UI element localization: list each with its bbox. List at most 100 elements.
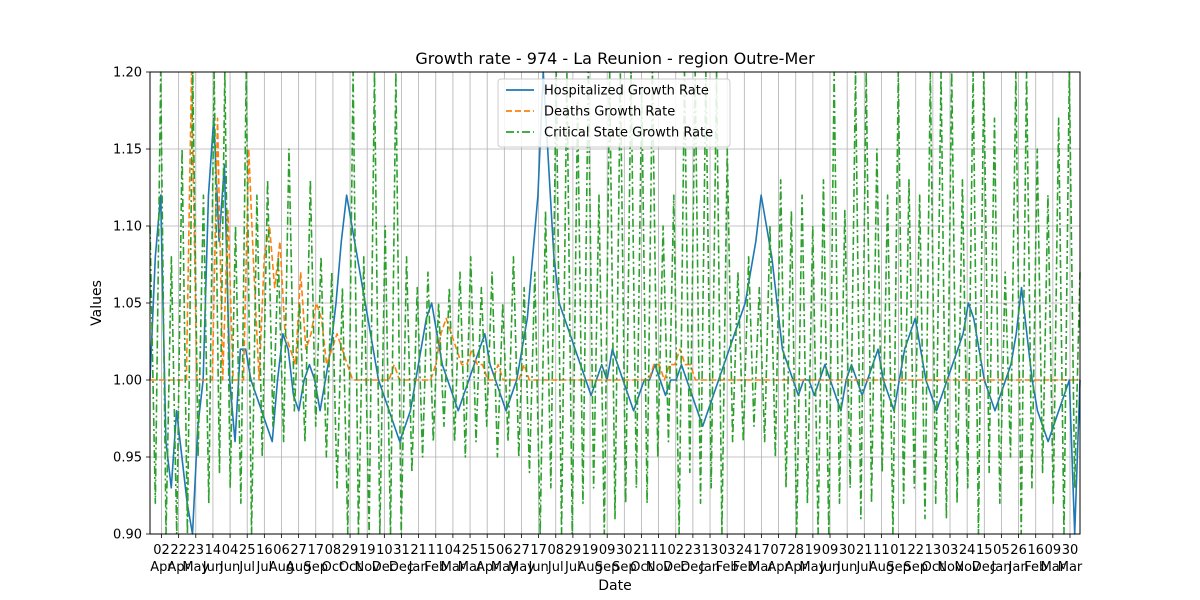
y-tick-label: 1.10 (113, 220, 142, 235)
x-tick-label-day: 04 (445, 543, 462, 558)
y-axis: 0.90 0.95 1.00 1.05 1.10 1.15 1.20 (113, 66, 150, 543)
legend-label: Deaths Growth Rate (544, 105, 675, 120)
x-tick-label-day: 22 (170, 543, 187, 558)
x-axis: 02Apr22Apr23May14Jun04Jun25Jul16Jul06Aug… (150, 534, 1083, 575)
x-tick-label-month: Jul (564, 560, 581, 575)
series-line-deaths-growth-rate (150, 71, 1080, 381)
x-tick-label-month: May (491, 560, 518, 575)
x-tick-label-month: Dec (372, 560, 397, 575)
x-tick-label-day: 21 (856, 543, 873, 558)
x-tick-label-month: Mar (1058, 560, 1083, 575)
x-tick-label-day: 16 (1027, 543, 1044, 558)
x-tick-label-day: 11 (873, 543, 890, 558)
x-tick-label-day: 09 (599, 543, 616, 558)
x-tick-label-day: 02 (153, 543, 170, 558)
x-tick-label-month: Jun (836, 560, 857, 575)
x-tick-label-month: Nov (646, 560, 672, 575)
x-tick-label-month: Sep (903, 560, 928, 575)
x-tick-label-day: 16 (256, 543, 273, 558)
x-tick-label-month: Sep (886, 560, 911, 575)
x-tick-label-day: 07 (770, 543, 787, 558)
x-tick-label-month: Dec (663, 560, 688, 575)
x-tick-label-day: 05 (993, 543, 1010, 558)
x-tick-label-day: 31 (393, 543, 410, 558)
x-tick-label-day: 13 (925, 543, 942, 558)
x-tick-label-day: 11 (650, 543, 667, 558)
x-tick-label-day: 25 (239, 543, 256, 558)
x-tick-label-day: 30 (1062, 543, 1079, 558)
x-tick-label-month: Nov (355, 560, 381, 575)
x-tick-label-month: Jul (855, 560, 872, 575)
x-tick-label-month: Jun (819, 560, 840, 575)
x-tick-label-month: Jan (699, 560, 720, 575)
x-tick-label-month: Aug (269, 560, 294, 575)
x-axis-label: Date (598, 578, 631, 594)
x-tick-label-month: Sep (595, 560, 620, 575)
x-tick-label-month: Oct (339, 560, 361, 575)
x-tick-label-month: Nov (954, 560, 980, 575)
legend-label: Critical State Growth Rate (544, 126, 713, 141)
x-tick-label-month: Apr (784, 560, 807, 575)
legend-box (497, 78, 731, 148)
x-tick-label-month: Jan (408, 560, 429, 575)
x-tick-label-day: 08 (325, 543, 342, 558)
x-tick-label-month: Apr (767, 560, 790, 575)
x-tick-label-month: Sep (612, 560, 637, 575)
x-tick-label-day: 28 (787, 543, 804, 558)
x-tick-label-month: Apr (476, 560, 499, 575)
x-tick-label-month: Dec (680, 560, 705, 575)
x-tick-label-month: Mar (1041, 560, 1066, 575)
x-tick-label-day: 29 (342, 543, 359, 558)
x-tick-label-month: Oct (322, 560, 344, 575)
x-tick-label-month: May (799, 560, 826, 575)
x-tick-label-month: May (182, 560, 209, 575)
x-tick-label-day: 06 (496, 543, 513, 558)
x-tick-label-month: Feb (716, 560, 739, 575)
x-tick-label-month: Jul (547, 560, 564, 575)
legend: Hospitalized Growth Rate Deaths Growth Ra… (497, 78, 731, 148)
x-tick-label-day: 17 (308, 543, 325, 558)
x-tick-label-month: Aug (286, 560, 311, 575)
x-tick-label-month: Aug (577, 560, 602, 575)
x-tick-label-month: Jul (238, 560, 255, 575)
x-tick-label-day: 25 (462, 543, 479, 558)
x-tick-label-day: 15 (976, 543, 993, 558)
x-tick-label-month: Mar (458, 560, 483, 575)
x-tick-label-month: Jun (202, 560, 223, 575)
x-tick-label-month: Mar (749, 560, 774, 575)
legend-items: Hospitalized Growth Rate Deaths Growth Ra… (506, 84, 713, 141)
series-layer (149, 71, 1081, 535)
x-tick-label-day: 24 (736, 543, 753, 558)
x-tick-label-month: Dec (972, 560, 997, 575)
x-tick-label-month: Jun (219, 560, 240, 575)
x-tick-label-month: Jun (527, 560, 548, 575)
x-tick-label-day: 13 (702, 543, 719, 558)
x-tick-label-month: Jan (990, 560, 1011, 575)
y-tick-label: 1.15 (113, 143, 142, 158)
plot-area (149, 71, 1081, 535)
legend-label: Hospitalized Growth Rate (544, 84, 709, 99)
x-tick-label-day: 19 (582, 543, 599, 558)
x-tick-label-day: 26 (1010, 543, 1027, 558)
series-line-critical-state-growth-rate (149, 71, 1081, 535)
x-tick-label-day: 21 (633, 543, 650, 558)
x-tick-label-month: Sep (304, 560, 329, 575)
x-tick-label-day: 30 (839, 543, 856, 558)
x-tick-label-day: 03 (942, 543, 959, 558)
x-tick-label-month: Dec (389, 560, 414, 575)
y-tick-label: 0.90 (113, 528, 142, 543)
x-tick-label-month: Oct (922, 560, 944, 575)
x-tick-label-day: 09 (822, 543, 839, 558)
x-tick-label-day: 29 (565, 543, 582, 558)
x-tick-label-day: 02 (667, 543, 684, 558)
x-tick-label-month: Jul (256, 560, 273, 575)
y-tick-label: 1.00 (113, 374, 142, 389)
x-tick-label-month: Nov (937, 560, 963, 575)
x-tick-label-day: 08 (547, 543, 564, 558)
x-tick-label-day: 19 (359, 543, 376, 558)
x-tick-label-day: 22 (907, 543, 924, 558)
x-tick-label-day: 19 (805, 543, 822, 558)
x-tick-label-day: 10 (376, 543, 393, 558)
x-tick-label-day: 17 (530, 543, 547, 558)
